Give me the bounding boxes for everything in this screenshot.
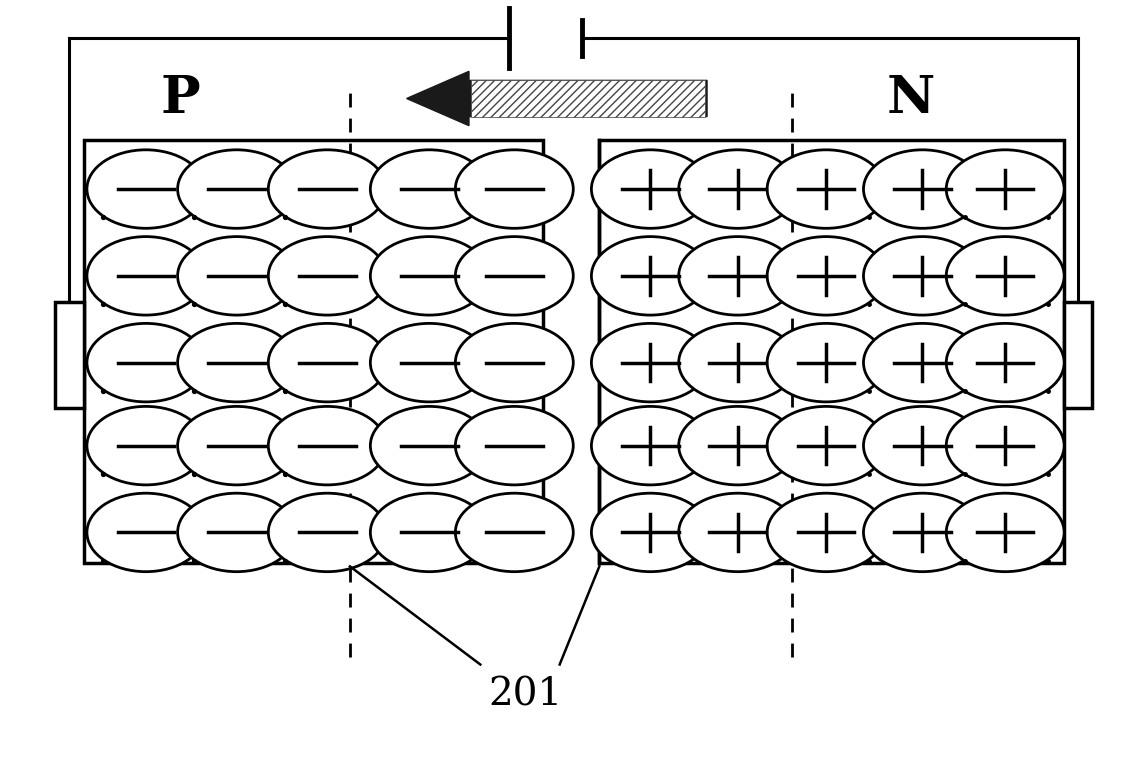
- Circle shape: [370, 407, 489, 485]
- Circle shape: [863, 493, 981, 571]
- Circle shape: [592, 150, 709, 228]
- Circle shape: [87, 237, 204, 315]
- Circle shape: [767, 407, 885, 485]
- FancyArrow shape: [407, 71, 707, 126]
- Circle shape: [456, 324, 573, 402]
- Circle shape: [678, 407, 797, 485]
- Circle shape: [178, 407, 296, 485]
- Circle shape: [268, 407, 386, 485]
- Circle shape: [678, 237, 797, 315]
- Circle shape: [87, 150, 204, 228]
- Circle shape: [268, 150, 386, 228]
- Circle shape: [87, 407, 204, 485]
- Bar: [600, 140, 1064, 562]
- Circle shape: [178, 324, 296, 402]
- Circle shape: [592, 324, 709, 402]
- Bar: [472, 80, 705, 117]
- Circle shape: [456, 407, 573, 485]
- Circle shape: [767, 237, 885, 315]
- Circle shape: [178, 237, 296, 315]
- Circle shape: [678, 324, 797, 402]
- Circle shape: [947, 150, 1064, 228]
- Circle shape: [268, 324, 386, 402]
- Circle shape: [456, 150, 573, 228]
- Circle shape: [767, 324, 885, 402]
- Circle shape: [947, 407, 1064, 485]
- Circle shape: [268, 237, 386, 315]
- Circle shape: [370, 237, 489, 315]
- Circle shape: [268, 493, 386, 571]
- Circle shape: [592, 493, 709, 571]
- Text: 201: 201: [489, 676, 563, 713]
- Circle shape: [678, 150, 797, 228]
- Circle shape: [863, 150, 981, 228]
- Circle shape: [863, 407, 981, 485]
- Bar: [1064, 302, 1093, 408]
- Circle shape: [178, 493, 296, 571]
- Circle shape: [370, 150, 489, 228]
- Circle shape: [456, 237, 573, 315]
- Circle shape: [456, 493, 573, 571]
- Circle shape: [592, 407, 709, 485]
- Bar: [55, 302, 83, 408]
- Circle shape: [947, 324, 1064, 402]
- Circle shape: [767, 493, 885, 571]
- Text: N: N: [887, 73, 935, 124]
- Circle shape: [678, 493, 797, 571]
- Text: P: P: [160, 73, 200, 124]
- Circle shape: [863, 237, 981, 315]
- Circle shape: [947, 237, 1064, 315]
- Circle shape: [370, 324, 489, 402]
- Circle shape: [947, 493, 1064, 571]
- Circle shape: [370, 493, 489, 571]
- Circle shape: [863, 324, 981, 402]
- Circle shape: [767, 150, 885, 228]
- Circle shape: [178, 150, 296, 228]
- Circle shape: [87, 324, 204, 402]
- Circle shape: [592, 237, 709, 315]
- Bar: [83, 140, 542, 562]
- Circle shape: [87, 493, 204, 571]
